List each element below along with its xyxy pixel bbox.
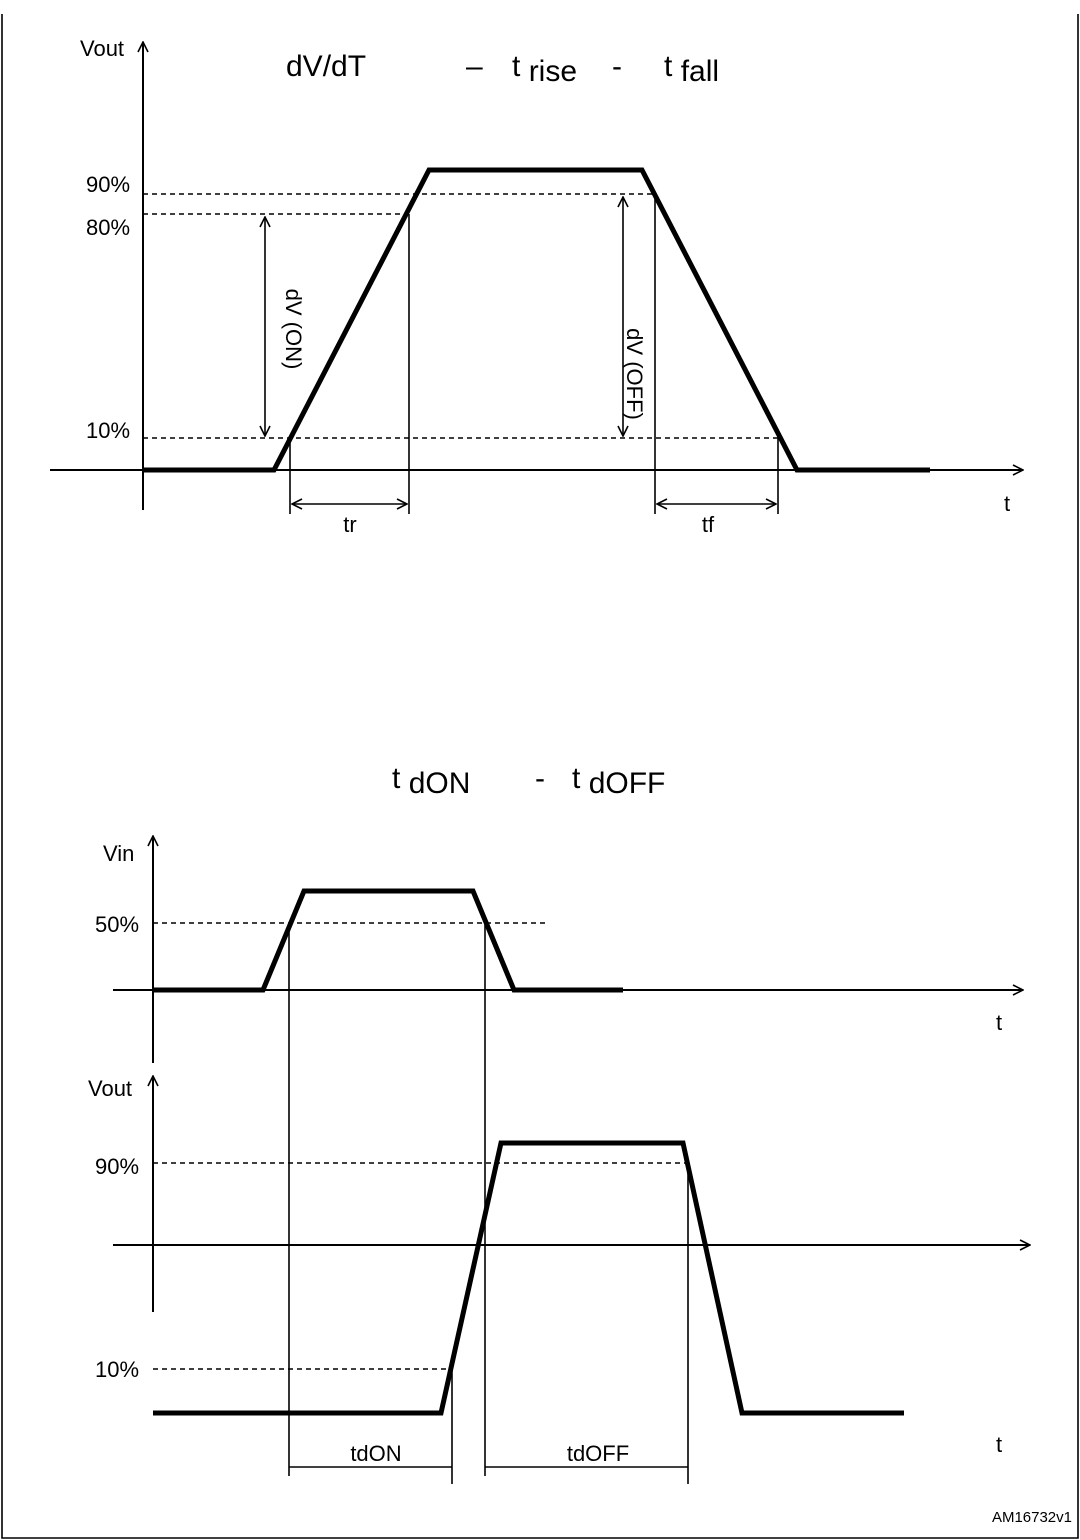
top-y-axis-label: Vout — [80, 36, 124, 61]
title-tdoff-sub: dOFF — [589, 767, 666, 800]
title-tfall-sub: fall — [681, 55, 719, 88]
title-tdoff-t: t — [572, 762, 581, 795]
top-panel: Vout t dV/dT – t rise - t fall 90% 80% 1… — [50, 36, 1023, 537]
vout-90-label: 90% — [95, 1154, 139, 1179]
vin-waveform — [153, 888, 623, 993]
top-panel-title: dV/dT – t rise - t fall — [286, 50, 719, 88]
tdoff-label: tdOFF — [567, 1441, 629, 1466]
vin-x-axis-label: t — [996, 1010, 1002, 1035]
title-trise-sub: rise — [529, 55, 577, 88]
dv-on-label: dV (ON) — [281, 289, 306, 370]
title-sep-3: - — [535, 762, 545, 795]
title-tdon-sub: dON — [409, 767, 471, 800]
tdon-label: tdON — [350, 1441, 401, 1466]
title-tfall-t: t — [664, 50, 673, 83]
level-80-label: 80% — [86, 215, 130, 240]
title-sep-1: – — [466, 50, 483, 83]
vin-50-label: 50% — [95, 912, 139, 937]
level-10-label: 10% — [86, 418, 130, 443]
title-trise-t: t — [512, 50, 521, 83]
vout-y-axis-label: Vout — [88, 1076, 132, 1101]
bottom-panel-title: t dON - t dOFF — [392, 762, 665, 800]
vout-x-axis-label: t — [996, 1432, 1002, 1457]
bottom-panel: t dON - t dOFF Vin t 50% Vout t 90% 10% … — [88, 762, 1030, 1484]
title-tdon-t: t — [392, 762, 401, 795]
vout-waveform — [143, 167, 930, 473]
figure-frame — [1, 14, 1079, 1539]
tr-label: tr — [343, 512, 356, 537]
top-x-axis-label: t — [1004, 491, 1010, 516]
figure-id: AM16732v1 — [992, 1509, 1072, 1526]
title-sep-2: - — [612, 50, 622, 83]
title-dvdt: dV/dT — [286, 50, 366, 83]
vin-y-axis-label: Vin — [103, 841, 134, 866]
level-90-label: 90% — [86, 172, 130, 197]
vout-delay-waveform — [153, 1140, 904, 1416]
vout-10-label: 10% — [95, 1357, 139, 1382]
tf-label: tf — [702, 512, 715, 537]
dv-off-label: dV (OFF) — [622, 328, 647, 420]
